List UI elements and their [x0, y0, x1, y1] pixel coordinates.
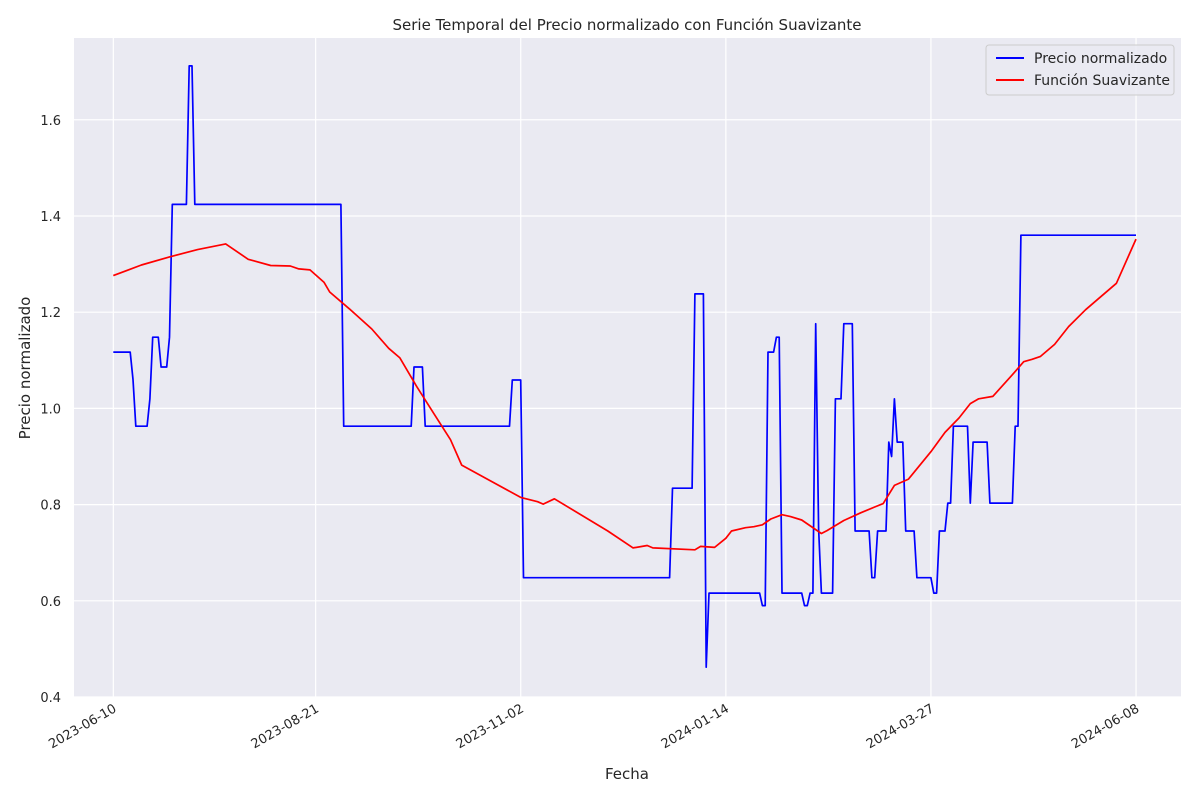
- y-tick-labels: 0.4 0.6 0.8 1.0 1.2 1.4 1.6: [40, 114, 61, 706]
- y-axis-label: Precio normalizado: [16, 297, 34, 440]
- y-tick-label: 1.4: [40, 210, 61, 225]
- series-layer: [112, 65, 1137, 669]
- x-axis-label: Fecha: [605, 765, 649, 783]
- y-tick-label: 0.4: [40, 691, 61, 706]
- chart-title: Serie Temporal del Precio normalizado co…: [392, 16, 861, 34]
- series-line-funcion-suavizante: [112, 238, 1137, 551]
- x-tick-labels: 2023-06-10 2023-08-21 2023-11-02 2024-01-14…: [46, 701, 1142, 752]
- series-line-precio-normalizado: [113, 65, 1136, 669]
- x-tick-label: 2024-06-08: [1069, 701, 1142, 752]
- y-tick-label: 1.2: [40, 306, 61, 321]
- x-tick-label: 2024-01-14: [659, 701, 732, 752]
- x-tick-label: 2023-08-21: [249, 701, 322, 752]
- legend-box: [985, 44, 1175, 96]
- x-tick-label: 2024-03-27: [864, 701, 937, 752]
- x-tick-label: 2023-06-10: [46, 701, 119, 752]
- y-gridlines: [74, 119, 1181, 698]
- x-tick-label: 2023-11-02: [454, 701, 527, 752]
- y-tick-label: 0.6: [40, 595, 61, 610]
- x-gridlines: [112, 38, 1137, 697]
- y-tick-label: 1.0: [40, 402, 61, 417]
- legend-label-precio: Precio normalizado: [1034, 51, 1167, 67]
- y-tick-label: 0.8: [40, 499, 61, 514]
- legend-label-suavizante: Función Suavizante: [1034, 73, 1170, 89]
- legend: Precio normalizado Función Suavizante: [985, 44, 1175, 96]
- plot-area: [74, 38, 1181, 697]
- y-tick-label: 1.6: [40, 114, 61, 129]
